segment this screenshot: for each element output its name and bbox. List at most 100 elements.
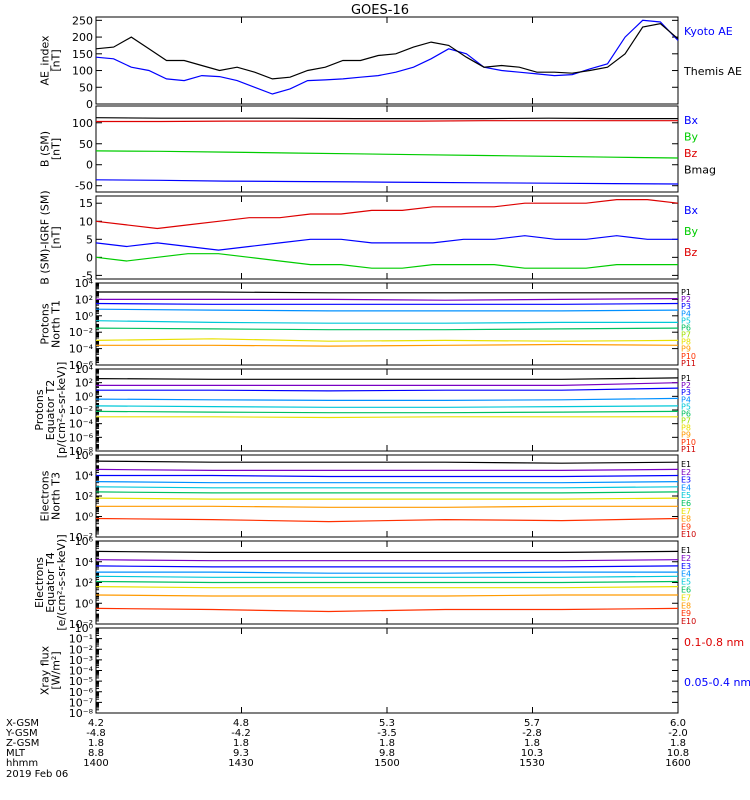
series-line-p1 <box>96 291 678 294</box>
legend-label: E9 <box>681 522 691 531</box>
y-axis-label: North T3 <box>50 472 63 520</box>
series-line-p3 <box>96 387 679 392</box>
panel-frame <box>95 282 679 366</box>
orbit-row-label: MLT <box>6 748 26 759</box>
legend-label: Themis AE <box>683 65 742 78</box>
orbit-value: -2.8 <box>522 728 542 739</box>
series-line-e8 <box>96 505 678 508</box>
y-tick-label: 100 <box>72 117 93 130</box>
legend-label: Bx <box>684 204 699 217</box>
legend-label: Kyoto AE <box>684 25 733 38</box>
legend-label: Bmag <box>684 164 716 177</box>
y-tick-label: 10⁻² <box>69 404 93 417</box>
y-tick-label: 10⁻⁷ <box>69 696 93 709</box>
legend-label: P11 <box>681 359 696 368</box>
orbit-value: 4.2 <box>88 718 104 729</box>
series-line-bx <box>95 235 678 251</box>
legend-label: P2 <box>681 295 691 304</box>
legend-label: P10 <box>681 438 696 447</box>
series-line-e3 <box>95 565 679 568</box>
y-tick-label: 50 <box>79 138 93 151</box>
legend-label: Bz <box>684 246 698 259</box>
y-axis-label: AE_index <box>39 35 52 86</box>
orbit-value: 1430 <box>228 758 253 769</box>
y-axis-label: [nT] <box>50 226 63 248</box>
series-line-by <box>95 253 678 269</box>
legend-label: 0.1-0.8 nm <box>684 636 744 649</box>
series-line-bz <box>96 120 678 123</box>
series-line-p4 <box>95 308 679 312</box>
y-axis-label: B (SM) <box>39 131 52 167</box>
orbit-value: 1500 <box>374 758 399 769</box>
y-tick-label: 10⁴ <box>75 277 94 290</box>
legend-label: P1 <box>681 374 691 383</box>
legend-label: P8 <box>681 338 691 347</box>
legend-label: Bz <box>684 147 698 160</box>
chart-title: GOES-16 <box>351 3 409 18</box>
y-tick-label: 10⁻⁴ <box>69 665 94 678</box>
orbit-value: 1530 <box>519 758 544 769</box>
legend-label: P11 <box>681 445 696 454</box>
series-line-themis-ae <box>95 23 679 80</box>
series-line-e5 <box>95 575 679 578</box>
orbit-value: -2.0 <box>668 728 688 739</box>
legend-label: P6 <box>681 409 691 418</box>
y-tick-label: 10⁴ <box>75 363 94 376</box>
panel-frame <box>95 454 679 538</box>
series-line-e2 <box>95 468 679 471</box>
y-tick-label: 100 <box>72 65 93 78</box>
series-line-e1 <box>95 550 679 554</box>
legend-label: E7 <box>681 507 691 516</box>
series-line-p6 <box>95 327 679 331</box>
legend-label: By <box>684 131 699 144</box>
orbit-value: 5.7 <box>524 718 540 729</box>
y-tick-label: 10⁴ <box>75 470 94 483</box>
orbit-value: 9.3 <box>233 748 249 759</box>
series-line-by <box>95 150 679 159</box>
y-axis-label: Xray flux <box>39 645 52 695</box>
orbit-row-label: hhmm <box>6 758 38 769</box>
y-tick-label: -5 <box>82 269 93 282</box>
legend-label: P6 <box>681 323 691 332</box>
series-line-bx <box>95 179 679 185</box>
y-axis-label: [nT] <box>50 49 63 71</box>
legend-label: E8 <box>681 515 691 524</box>
series-line-p5 <box>95 405 679 408</box>
orbit-value: -4.8 <box>86 728 106 739</box>
series-line-e7 <box>95 497 679 500</box>
y-tick-label: 0 <box>86 251 93 264</box>
legend-label: E4 <box>681 570 691 579</box>
series-line-e6 <box>95 580 679 584</box>
series-line-e8 <box>95 594 678 597</box>
series-line-e5 <box>95 486 679 489</box>
y-tick-label: 10⁻¹ <box>69 633 93 646</box>
series-line-p5 <box>95 320 678 324</box>
orbit-row-label: Z-GSM <box>6 738 39 749</box>
legend-label: P7 <box>681 331 691 340</box>
y-axis-label: [p/(cm²-s-sr-keV)] <box>55 362 68 459</box>
y-tick-label: 10 <box>79 215 93 228</box>
y-tick-label: 10⁻⁶ <box>69 431 94 444</box>
y-tick-label: 200 <box>72 31 93 44</box>
panel-5: 10⁴10²10⁰10⁻²10⁻⁴10⁻⁶10⁻⁸ProtonsEquator … <box>33 362 696 459</box>
legend-label: E10 <box>681 530 696 539</box>
orbit-value: 1400 <box>83 758 108 769</box>
y-tick-label: 10⁰ <box>75 511 94 524</box>
series-line-e7 <box>95 586 679 589</box>
y-axis-label: Electrons <box>33 557 46 608</box>
orbit-row-label: Y-GSM <box>5 728 38 739</box>
orbit-table: X-GSM 4.2 4.8 5.3 5.7 6.0 Y-GSM -4.8 -4.2 -3.5 -2.… <box>5 718 691 780</box>
y-axis-label: Protons <box>39 303 52 344</box>
legend-label: P4 <box>681 395 691 404</box>
y-axis-label: Equator T2 <box>44 380 57 440</box>
series-line-p6 <box>95 410 679 414</box>
legend-label: P7 <box>681 417 691 426</box>
legend-label: E8 <box>681 601 691 610</box>
orbit-value: 5.3 <box>379 718 395 729</box>
legend-label: P4 <box>681 309 691 318</box>
series-line-p2 <box>96 382 679 386</box>
legend-label: P3 <box>681 302 691 311</box>
series-line-e4 <box>95 481 679 484</box>
